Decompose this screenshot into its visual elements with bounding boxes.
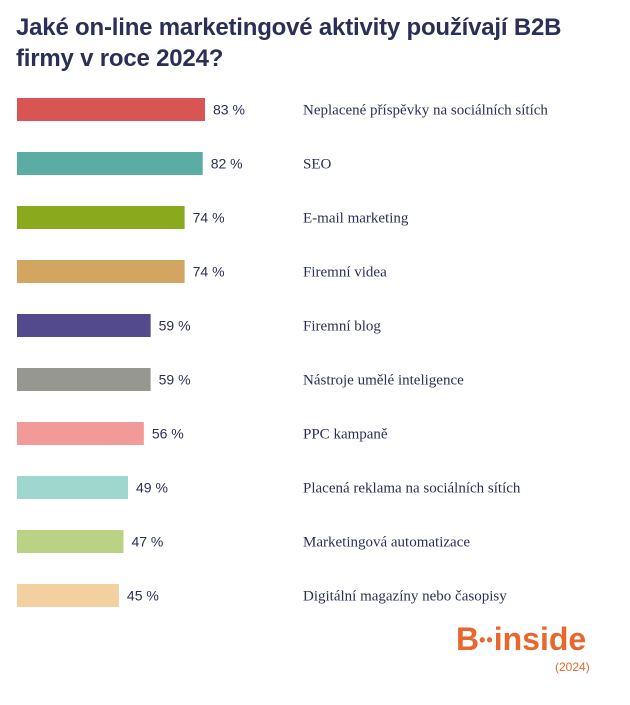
category-label-5: Nástroje umělé inteligence [303, 373, 464, 389]
data-label-3: 74 % [193, 264, 225, 280]
brand-logo: B••inside [456, 621, 587, 657]
bar-5 [17, 368, 151, 391]
data-label-0: 83 % [213, 102, 245, 118]
bar-6 [17, 422, 144, 445]
bar-8 [17, 530, 124, 553]
category-label-1: SEO [303, 157, 332, 173]
category-label-8: Marketingová automatizace [303, 535, 470, 551]
category-label-0: Neplacené příspěvky na sociálních sítích [303, 103, 548, 119]
data-label-2: 74 % [193, 210, 225, 226]
bar-9 [17, 584, 119, 607]
data-label-9: 45 % [127, 588, 159, 604]
bar-0 [17, 98, 205, 121]
bar-2 [17, 206, 185, 229]
category-label-2: E-mail marketing [303, 211, 409, 227]
category-label-6: PPC kampaně [303, 427, 388, 443]
data-label-4: 59 % [159, 318, 191, 334]
data-label-1: 82 % [211, 156, 243, 172]
data-label-7: 49 % [136, 480, 168, 496]
bar-3 [17, 260, 185, 283]
data-label-6: 56 % [152, 426, 184, 442]
data-label-5: 59 % [159, 372, 191, 388]
brand-year: (2024) [555, 660, 590, 674]
data-label-8: 47 % [131, 534, 163, 550]
category-label-3: Firemní videa [303, 265, 387, 281]
bar-4 [17, 314, 151, 337]
category-label-9: Digitální magazíny nebo časopisy [303, 589, 507, 605]
bar-7 [17, 476, 128, 499]
chart-title: Jaké on-line marketingové aktivity použí… [16, 14, 562, 72]
bar-1 [17, 152, 203, 175]
category-label-4: Firemní blog [303, 319, 381, 335]
category-label-7: Placená reklama na sociálních sítích [303, 481, 521, 497]
